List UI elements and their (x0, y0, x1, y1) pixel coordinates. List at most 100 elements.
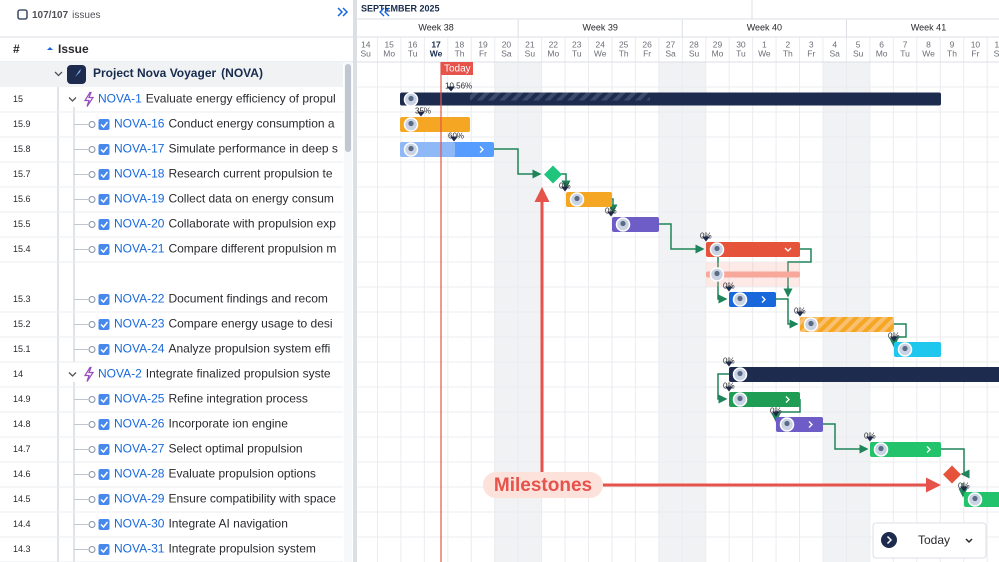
day-number: 1 (762, 39, 767, 49)
issue-row[interactable]: NOVA-22 Document findings and recom (114, 292, 328, 306)
issue-key: NOVA-28 (114, 467, 165, 481)
task-check (100, 146, 109, 154)
today-button-label[interactable]: Today (918, 533, 950, 547)
avatar-face (784, 420, 790, 427)
task-bar[interactable] (870, 442, 941, 457)
issue-count: 107/107 issues (32, 10, 101, 21)
issue-row[interactable]: NOVA-1 Evaluate energy efficiency of prop… (98, 92, 336, 106)
task-bar[interactable] (706, 242, 800, 257)
tree-node (88, 246, 96, 253)
issue-summary: Select optimal propulsion (168, 442, 302, 456)
issue-key: NOVA-30 (114, 517, 165, 531)
day-weekday: Fr (971, 48, 979, 58)
task-icon (98, 119, 110, 130)
bar-arrow (926, 446, 931, 453)
task-icon (98, 494, 110, 505)
panel-divider[interactable] (353, 0, 357, 562)
avatar-face (878, 445, 884, 452)
issue-row[interactable]: NOVA-24 Analyze propulsion system effi (114, 342, 330, 356)
progress-label: 0% (864, 432, 876, 441)
day-number: 24 (595, 39, 605, 49)
day-weekday: Th (947, 48, 957, 58)
issue-row[interactable]: NOVA-29 Ensure compatibility with space (114, 492, 336, 506)
row-rank: 14 (13, 369, 23, 379)
row-rank: 14.4 (13, 519, 31, 529)
progress-label: 10.56% (445, 82, 472, 91)
day-weekday: Fr (479, 48, 487, 58)
issue-row[interactable]: NOVA-20 Collaborate with propulsion exp (114, 217, 336, 231)
day-number: 30 (736, 39, 746, 49)
progress-marker (890, 336, 898, 342)
issue-summary: Document findings and recom (168, 292, 327, 306)
issue-row[interactable]: NOVA-23 Compare energy usage to desi (114, 317, 333, 331)
column-number: # (13, 42, 20, 56)
day-number: 23 (572, 39, 582, 49)
day-weekday: We (594, 48, 607, 58)
today-button-chevron[interactable] (965, 538, 973, 544)
month-label: SEPTEMBER 2025 (361, 3, 440, 13)
issue-row[interactable]: NOVA-25 Refine integration process (114, 392, 308, 406)
collapse-button[interactable] (337, 7, 349, 17)
issue-row[interactable]: NOVA-30 Integrate AI navigation (114, 517, 288, 531)
avatar-face (972, 495, 978, 502)
issue-row[interactable]: NOVA-27 Select optimal propulsion (114, 442, 303, 456)
issue-row[interactable]: NOVA-17 Simulate performance in deep s (114, 142, 338, 156)
expand-chevron[interactable] (68, 372, 77, 377)
issue-row[interactable]: NOVA-16 Conduct energy consumption a (114, 117, 335, 131)
task-check (100, 321, 109, 329)
row-rank: 15.3 (13, 294, 31, 304)
task-icon (98, 294, 110, 305)
issue-row[interactable]: NOVA-2 Integrate finalized propulsion sys… (98, 367, 331, 381)
task-bar[interactable] (729, 367, 999, 382)
scroll-left-icon[interactable] (379, 7, 390, 17)
day-number: 29 (713, 39, 723, 49)
progress-label: 60% (448, 132, 464, 141)
day-number: 18 (455, 39, 465, 49)
epic-icon (83, 91, 95, 107)
task-check (100, 421, 109, 429)
today-button[interactable] (872, 522, 987, 559)
issue-summary: Research current propulsion te (168, 167, 332, 181)
issue-summary: Incorporate ion engine (168, 417, 288, 431)
issue-summary: Conduct energy consumption a (168, 117, 334, 131)
issue-row[interactable]: NOVA-18 Research current propulsion te (114, 167, 333, 181)
week-label: Week 38 (418, 22, 453, 32)
day-weekday: We (758, 48, 771, 58)
issue-row[interactable]: NOVA-26 Incorporate ion engine (114, 417, 288, 431)
parent-bar-hatch (470, 92, 650, 101)
issue-key: NOVA-23 (114, 317, 165, 331)
row-rank: 15.9 (13, 119, 31, 129)
issue-row[interactable]: NOVA-28 Evaluate propulsion options (114, 467, 316, 481)
avatar-face (737, 295, 743, 302)
sort-icon (47, 47, 53, 50)
progress-marker (561, 186, 569, 192)
issue-row[interactable]: NOVA-21 Compare different propulsion m (114, 242, 336, 256)
day-weekday: Sa (665, 48, 676, 58)
day-weekday: Su (853, 48, 864, 58)
scrollbar-thumb[interactable] (345, 64, 351, 152)
bar-arrow (808, 421, 813, 428)
row-rank: 14.3 (13, 544, 31, 554)
task-bar[interactable] (729, 392, 800, 407)
project-title[interactable]: Project Nova Voyager (NOVA) (93, 66, 263, 80)
issue-summary: Evaluate propulsion options (168, 467, 315, 481)
task-bar[interactable] (800, 317, 894, 332)
task-check (100, 521, 109, 529)
progress-marker (725, 386, 733, 392)
issue-row[interactable]: NOVA-31 Integrate propulsion system (114, 542, 316, 556)
project-chevron[interactable] (54, 71, 63, 77)
task-bar[interactable] (400, 117, 470, 132)
milestone[interactable] (544, 165, 562, 184)
scrollbar-track (344, 62, 352, 562)
column-issue[interactable]: Issue (58, 42, 89, 56)
progress-marker (725, 286, 733, 292)
task-icon (98, 194, 110, 205)
avatar-face (737, 370, 743, 377)
week-label: Week 40 (747, 22, 782, 32)
day-number: 22 (549, 39, 559, 49)
expand-chevron[interactable] (68, 97, 77, 102)
milestone[interactable] (943, 465, 961, 484)
bar-arrow (761, 296, 766, 303)
issue-row[interactable]: NOVA-19 Collect data on energy consum (114, 192, 334, 206)
